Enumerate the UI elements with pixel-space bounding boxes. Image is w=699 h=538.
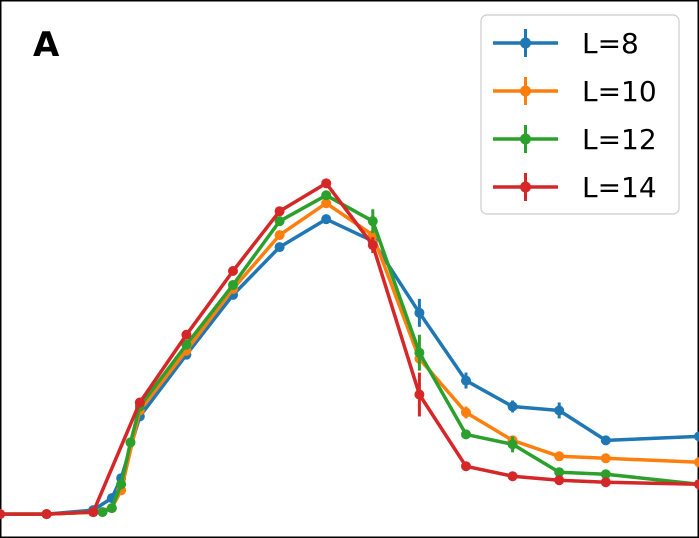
data-point (507, 439, 518, 450)
data-point (274, 230, 285, 241)
data-point (694, 479, 699, 490)
data-point (88, 507, 99, 518)
data-point (274, 242, 285, 253)
data-point (600, 477, 611, 488)
data-point (600, 469, 611, 480)
data-point (106, 503, 117, 514)
data-point (414, 347, 425, 358)
legend-marker (520, 85, 531, 97)
legend-item: L=14 (493, 171, 657, 204)
data-point (97, 507, 108, 518)
data-point (461, 375, 471, 386)
data-point (367, 240, 378, 251)
data-point (507, 471, 518, 482)
data-point (600, 453, 611, 464)
data-point (461, 461, 471, 472)
data-point (228, 279, 238, 290)
data-point (274, 206, 285, 217)
data-point (414, 389, 425, 400)
data-point (41, 509, 52, 520)
data-point (321, 214, 332, 225)
data-point (600, 435, 611, 446)
legend-label: L=10 (582, 75, 657, 108)
data-point (321, 198, 332, 209)
legend-box (480, 14, 680, 215)
legend-item: L=8 (493, 27, 639, 60)
series-l-14 (0, 178, 699, 520)
data-point (461, 407, 471, 418)
data-point (181, 329, 192, 340)
data-point (554, 405, 565, 416)
data-point (554, 467, 565, 478)
legend-marker (520, 181, 531, 193)
legend-item: L=10 (493, 75, 657, 108)
data-point (554, 451, 565, 462)
legend: L=8 L=10 L=12 L=14 (480, 14, 680, 215)
legend-label: L=14 (582, 171, 657, 204)
legend-marker (520, 37, 531, 49)
series-layer (0, 178, 699, 520)
data-point (134, 397, 145, 408)
data-point (228, 265, 238, 276)
legend-marker (520, 133, 531, 145)
data-point (507, 401, 518, 412)
data-point (125, 437, 136, 448)
panel-letter: A (33, 25, 60, 65)
data-point (694, 431, 699, 442)
data-point (321, 178, 332, 189)
data-point (321, 190, 332, 201)
legend-label: L=12 (582, 123, 657, 156)
data-point (694, 457, 699, 468)
data-point (0, 509, 5, 520)
data-point (554, 475, 565, 486)
data-point (414, 307, 425, 318)
legend-label: L=8 (582, 27, 639, 60)
legend-item: L=12 (493, 123, 657, 156)
data-point (116, 479, 127, 490)
data-point (274, 216, 285, 227)
data-point (367, 216, 378, 227)
data-point (461, 429, 471, 440)
data-point (181, 339, 192, 350)
